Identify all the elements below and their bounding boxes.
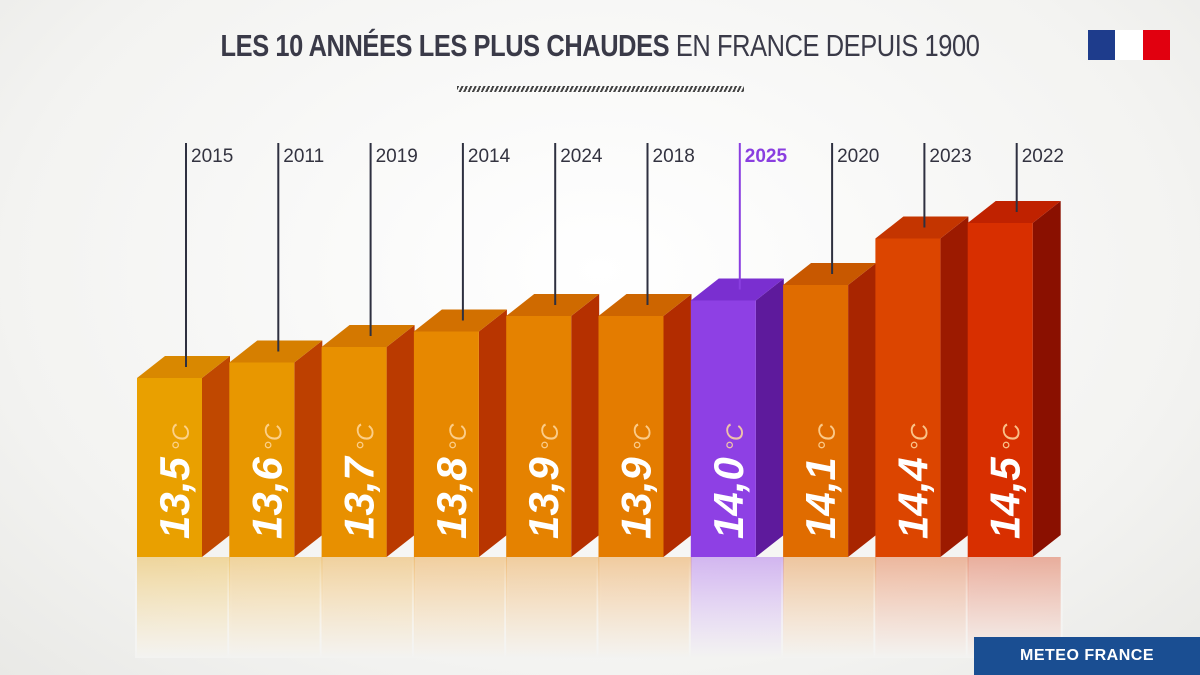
bar-side [1032, 201, 1061, 557]
chart-title: LES 10 ANNÉES LES PLUS CHAUDES EN FRANCE… [108, 28, 1092, 64]
unit-label: °C [445, 423, 472, 457]
bar [321, 347, 387, 557]
bar [967, 223, 1033, 557]
title-light: EN FRANCE DEPUIS 1900 [675, 28, 980, 63]
year-label: 2020 [837, 146, 879, 167]
republique-francaise-logo [1088, 30, 1170, 60]
flag-blue [1088, 30, 1116, 60]
unit-label: °C [722, 423, 749, 457]
reflection-fade [227, 557, 325, 658]
value-label: 13,9 °C [613, 423, 660, 539]
bar-top [598, 294, 692, 316]
value-number: 14,1 [797, 457, 844, 539]
year-label: 2011 [283, 146, 324, 167]
reflection-fade [781, 557, 879, 658]
year-label: 2025 [745, 146, 788, 167]
value-label: 13,7 °C [336, 423, 383, 539]
value-number: 13,9 [613, 457, 660, 539]
value-number: 13,8 [428, 457, 475, 539]
bar-side [294, 340, 323, 557]
bar-side [386, 325, 415, 557]
value-label: 13,5 °C [151, 423, 198, 539]
reflection-fade [596, 557, 694, 658]
year-label: 2019 [376, 146, 418, 167]
bar [506, 316, 572, 557]
bar [137, 378, 202, 557]
reflection-fade [688, 557, 786, 658]
bar-side [755, 278, 784, 557]
bar-side [848, 263, 877, 557]
year-label: 2018 [653, 146, 695, 167]
reflection-fade [411, 557, 509, 658]
value-label: 14,4 °C [889, 423, 936, 539]
unit-label: °C [260, 423, 287, 457]
unit-label: °C [168, 423, 195, 457]
year-label: 2015 [191, 146, 233, 167]
meteo-france-logo: METEO FRANCE [974, 637, 1200, 675]
bar-top [783, 263, 877, 285]
value-label: 13,6 °C [243, 423, 290, 539]
year-label: 2022 [1022, 146, 1064, 167]
flag-white [1115, 30, 1143, 60]
value-number: 13,9 [520, 457, 567, 539]
unit-label: °C [537, 423, 564, 457]
bar-top [321, 325, 415, 347]
reflection-fade [873, 557, 971, 658]
value-label: 14,5 °C [982, 423, 1029, 539]
value-label: 13,9 °C [520, 423, 567, 539]
unit-label: °C [906, 423, 933, 457]
reflection-fade [504, 557, 602, 658]
bar [690, 300, 756, 557]
value-number: 14,4 [889, 457, 936, 539]
unit-label: °C [999, 423, 1026, 457]
bar-side [663, 294, 692, 557]
year-label: 2023 [929, 146, 971, 167]
bar [783, 285, 849, 557]
bar-top [229, 340, 323, 363]
value-label: 13,8 °C [428, 423, 475, 539]
reflection-fade [135, 557, 232, 658]
value-label: 14,0 °C [705, 423, 752, 539]
value-number: 13,6 [243, 457, 290, 539]
unit-label: °C [814, 423, 841, 457]
bar-top [137, 356, 230, 378]
value-label: 14,1 °C [797, 423, 844, 539]
bar [598, 316, 664, 557]
title-underline [457, 86, 744, 92]
unit-label: °C [630, 423, 657, 457]
bar [229, 362, 295, 557]
bar-side [940, 216, 969, 557]
value-number: 13,5 [151, 457, 198, 539]
value-number: 14,0 [705, 457, 752, 539]
bar-top [413, 309, 507, 332]
unit-label: °C [353, 423, 380, 457]
bar [875, 238, 941, 557]
bar-top [875, 216, 969, 239]
value-number: 14,5 [982, 457, 1029, 539]
bar-side [202, 356, 230, 557]
year-label: 2014 [468, 146, 511, 167]
title-bold: LES 10 ANNÉES LES PLUS CHAUDES [220, 28, 670, 63]
bar-side [571, 294, 600, 557]
bar-side [478, 309, 507, 557]
bar-top [690, 278, 784, 301]
value-number: 13,7 [336, 456, 383, 539]
reflection-fade [319, 557, 417, 658]
bar-top [967, 201, 1061, 223]
bar [413, 331, 479, 557]
bar-top [506, 294, 600, 316]
year-label: 2024 [560, 146, 603, 167]
flag-red [1142, 30, 1170, 60]
